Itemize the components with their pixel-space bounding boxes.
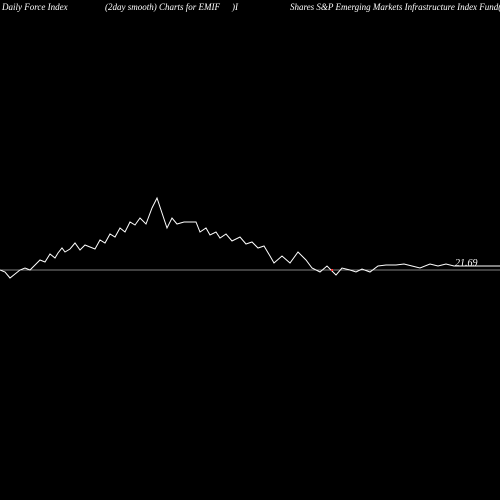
current-value-label: 21.69	[455, 258, 478, 269]
force-index-chart: 21.69	[0, 0, 500, 500]
series-line	[0, 198, 500, 278]
marker	[331, 269, 333, 271]
chart-svg	[0, 0, 500, 500]
